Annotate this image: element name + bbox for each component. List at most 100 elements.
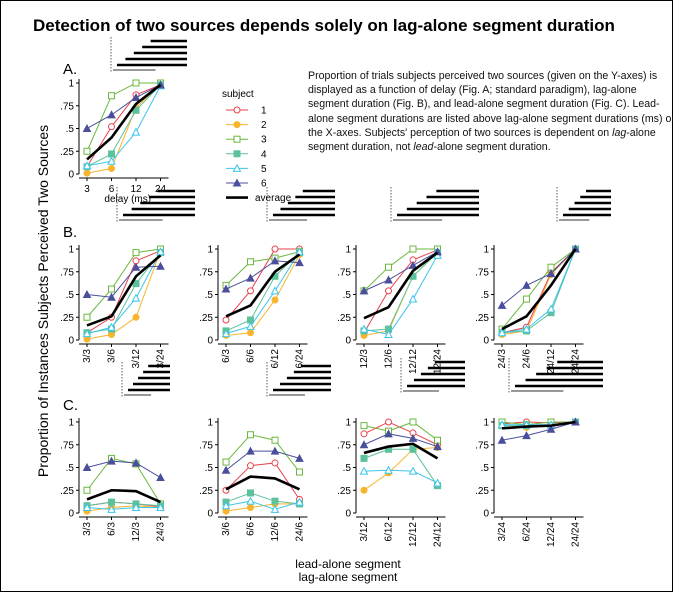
data-point [409,418,417,426]
legend-entry-average: average [226,193,292,204]
series-subject-3 [360,418,441,444]
series-average [501,420,576,430]
series-line [363,251,438,292]
series-subject-5 [82,247,165,338]
x-tick-label: 12/3 [359,349,370,369]
data-point [132,313,140,321]
data-point [132,79,140,87]
series-line [86,254,162,327]
series-average [86,83,162,161]
y-tick-label: 1 [68,79,74,90]
data-point [108,498,115,506]
y-axis-label: Proportion of Instances Subjects Perceiv… [35,125,51,477]
x-tick-label: 6/12 [270,349,281,369]
data-point [247,329,254,337]
x-tick-label: 3/12 [359,522,370,542]
series-line [86,501,161,507]
data-point [270,504,280,513]
series-line [225,253,301,318]
x-tick-label: 6/24 [295,349,306,369]
series-line [86,248,161,318]
stimulus-schematic-C2 [266,362,331,398]
data-point [384,329,393,339]
series-line [86,488,162,504]
stimulus-schematic-B3 [390,187,479,223]
y-tick-label: .25 [60,147,74,158]
data-point [359,286,369,295]
data-point [433,442,442,451]
data-point [156,247,165,256]
y-tick-label: .5 [66,290,75,301]
y-tick-label: .75 [60,267,74,278]
data-point [246,321,255,330]
y-tick-label: .5 [481,290,490,301]
x-tick-label: 24/12 [546,349,557,374]
y-tick-label: .25 [475,486,489,497]
data-point [360,430,368,438]
data-point [107,456,116,465]
data-point [82,329,92,338]
y-tick-label: 0 [345,509,351,520]
x-tick-label: 6 [109,184,115,195]
panel-C2: 0 .25 .5 .75 1 3/6 6/6 12/6 24/6 [199,418,308,541]
data-point [497,328,507,337]
data-point [82,289,92,298]
data-point [523,295,530,303]
data-point [132,249,140,257]
series-line [225,462,300,500]
series-subject-4 [498,245,579,337]
y-tick-label: .75 [337,440,351,451]
data-point [408,294,418,303]
series-line [86,250,161,334]
data-point [271,497,279,505]
series-line [86,85,161,167]
legend-entry-2: 2 [226,120,267,131]
y-tick-label: 1 [207,245,213,256]
data-point [271,296,279,304]
x-tick-label: 24/12 [433,522,444,547]
series-subject-6 [82,456,165,482]
x-tick-label: 12/24 [546,522,557,547]
data-point [296,468,303,476]
series-line [363,251,439,320]
y-tick-label: .25 [199,313,213,324]
x-tick-label: 12 [130,184,142,195]
series-average [501,248,577,331]
series-subject-5 [359,250,442,339]
legend-entry-3: 3 [226,135,267,146]
y-tick-label: .5 [66,463,75,474]
series-line [225,475,301,491]
data-point [271,245,279,253]
series-subject-3 [222,248,303,289]
data-point [156,502,165,512]
x-tick-label: 12/6 [384,349,395,369]
x-tick-label: 24/6 [522,349,533,369]
x-tick-label: 3/24 [156,349,167,369]
series-line [501,421,576,441]
data-point [82,123,92,132]
series-line [225,492,300,505]
stimulus-schematic-B4 [556,187,611,223]
data-point [108,123,115,131]
series-line [501,248,576,306]
data-point [247,287,254,295]
data-point [295,258,304,267]
series-line [86,84,161,167]
y-tick-label: .75 [337,267,351,278]
y-tick-label: .25 [337,486,351,497]
y-tick-label: 1 [483,245,489,256]
series-line [363,248,438,292]
series-subject-6 [221,446,304,474]
series-line [225,251,300,286]
y-tick-label: .75 [199,267,213,278]
x-tick-label: 6/6 [246,349,257,363]
data-point [409,445,417,453]
data-point [82,161,92,170]
series-line [363,252,438,336]
data-point [546,304,556,313]
x-tick-label: 6/6 [246,522,257,536]
x-tick-label: 24/3 [497,349,508,369]
series-line [363,433,438,448]
y-tick-label: .5 [343,290,352,301]
